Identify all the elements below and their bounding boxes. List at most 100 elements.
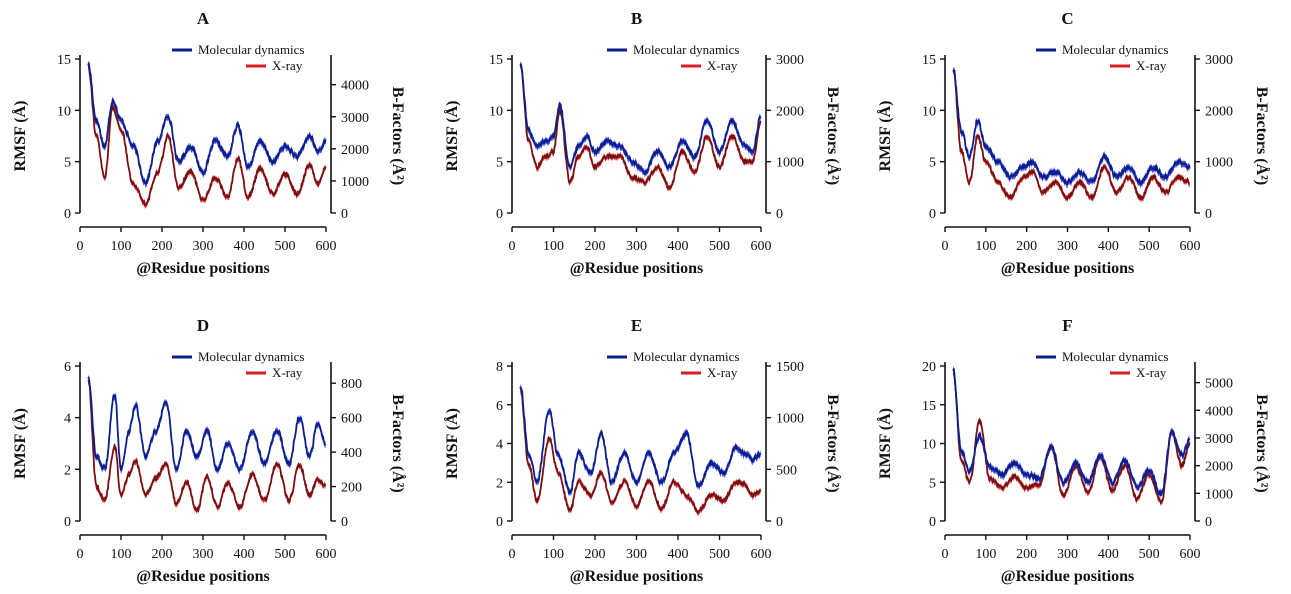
panel-label: D <box>197 316 209 335</box>
left-y-tick-label: 0 <box>64 515 71 530</box>
left-y-tick-label: 15 <box>922 53 936 68</box>
left-y-tick-label: 0 <box>929 515 936 530</box>
left-y-tick-label: 15 <box>57 53 71 68</box>
x-tick-label: 600 <box>1180 239 1201 254</box>
x-tick-label: 0 <box>77 239 84 254</box>
x-tick-label: 400 <box>1098 239 1119 254</box>
panel-a: A 0 5 10 15 0 1000 2000 3000 4000 0 100 200 300 400 500… <box>11 9 407 277</box>
x-tick-label: 200 <box>1016 547 1037 562</box>
x-tick-label: 200 <box>152 239 173 254</box>
left-y-tick-label: 15 <box>922 399 936 414</box>
x-tick-label: 0 <box>77 547 84 562</box>
panel-label: F <box>1062 316 1072 335</box>
x-axis-title: @Residue positions <box>136 568 270 585</box>
legend-md-label: Molecular dynamics <box>198 42 305 57</box>
xray-series-line <box>88 377 325 511</box>
right-y-axis-title: B-Factors (Å²) <box>1253 87 1271 186</box>
x-tick-label: 500 <box>709 547 730 562</box>
right-y-tick-label: 200 <box>341 481 362 496</box>
right-y-tick-label: 5000 <box>1205 377 1233 392</box>
x-axis-title: @Residue positions <box>570 260 704 277</box>
left-y-tick-label: 10 <box>922 104 936 119</box>
left-y-axis-title: RMSF (Å) <box>876 408 894 479</box>
x-tick-label: 0 <box>509 547 516 562</box>
right-y-tick-label: 3000 <box>1205 53 1233 68</box>
x-tick-label: 500 <box>275 239 296 254</box>
left-y-axis-title: RMSF (Å) <box>11 408 29 479</box>
x-axis-title: @Residue positions <box>136 260 270 277</box>
legend-md-label: Molecular dynamics <box>633 42 740 57</box>
right-y-tick-label: 4000 <box>341 79 369 94</box>
left-y-tick-label: 6 <box>496 399 503 414</box>
x-axis-title: @Residue positions <box>570 568 704 585</box>
right-y-tick-label: 1000 <box>776 412 804 427</box>
left-y-tick-label: 5 <box>929 156 936 171</box>
right-y-tick-label: 400 <box>341 446 362 461</box>
x-tick-label: 0 <box>942 547 949 562</box>
panel-e: E024680500100015000 100 200 300 400 500 600@Re… <box>443 316 842 585</box>
x-tick-label: 400 <box>234 547 255 562</box>
left-y-tick-label: 10 <box>922 438 936 453</box>
panel-label: C <box>1061 9 1073 28</box>
left-y-tick-label: 4 <box>496 438 503 453</box>
x-tick-label: 0 <box>942 239 949 254</box>
x-tick-label: 600 <box>316 547 337 562</box>
md-error-band <box>520 384 760 498</box>
x-tick-label: 300 <box>193 239 214 254</box>
legend-xray-label: X-ray <box>707 365 738 380</box>
left-y-axis-title: RMSF (Å) <box>11 101 29 172</box>
x-tick-label: 200 <box>585 547 606 562</box>
x-tick-label: 500 <box>275 547 296 562</box>
panel-b: B05101501000200030000 100 200 300 400 500 600@… <box>443 9 842 277</box>
right-y-axis-title: B-Factors (Å²) <box>389 87 407 186</box>
left-y-tick-label: 0 <box>496 515 503 530</box>
md-series-line <box>88 380 325 471</box>
right-y-tick-label: 3000 <box>1205 432 1233 447</box>
x-tick-label: 600 <box>1180 547 1201 562</box>
legend-xray-label: X-ray <box>1136 58 1167 73</box>
right-y-tick-label: 2000 <box>1205 460 1233 475</box>
md-series-line <box>88 63 325 184</box>
right-y-tick-label: 2000 <box>1205 104 1233 119</box>
x-tick-label: 400 <box>668 239 689 254</box>
x-tick-label: 100 <box>975 547 996 562</box>
x-tick-label: 300 <box>1057 239 1078 254</box>
x-tick-label: 100 <box>111 547 132 562</box>
left-y-tick-label: 15 <box>489 53 503 68</box>
right-y-axis-title: B-Factors (Å²) <box>389 394 407 493</box>
right-y-tick-label: 1000 <box>341 175 369 190</box>
panel-d: D 0 2 4 6 0 200 400 600 800 0 100 200 300 400 500 600 @Re… <box>11 316 407 585</box>
x-tick-label: 200 <box>152 547 173 562</box>
x-tick-label: 0 <box>509 239 516 254</box>
right-y-tick-label: 3000 <box>341 111 369 126</box>
panel-label: E <box>631 316 642 335</box>
x-tick-label: 400 <box>234 239 255 254</box>
left-y-tick-label: 0 <box>929 207 936 222</box>
right-y-axis-title: B-Factors (Å²) <box>1253 394 1271 493</box>
left-y-tick-label: 0 <box>496 207 503 222</box>
x-tick-label: 100 <box>543 239 564 254</box>
right-y-tick-label: 1000 <box>776 156 804 171</box>
legend-xray-label: X-ray <box>272 58 303 73</box>
right-y-tick-label: 0 <box>341 207 348 222</box>
x-tick-label: 500 <box>1139 239 1160 254</box>
x-tick-label: 300 <box>626 547 647 562</box>
right-y-tick-label: 3000 <box>776 53 804 68</box>
panel-c: C 0 5 10 15 0 1000 2000 3000 0 100 200 300 400 500 600 @… <box>876 9 1271 277</box>
right-y-tick-label: 0 <box>341 515 348 530</box>
x-tick-label: 600 <box>751 239 772 254</box>
x-tick-label: 200 <box>1016 239 1037 254</box>
x-tick-label: 200 <box>585 239 606 254</box>
left-y-tick-label: 5 <box>496 156 503 171</box>
left-y-tick-label: 6 <box>64 360 71 375</box>
panel-label: B <box>631 9 642 28</box>
x-tick-label: 500 <box>709 239 730 254</box>
x-axis-title: @Residue positions <box>1001 568 1135 585</box>
legend-xray-label: X-ray <box>272 365 303 380</box>
left-y-axis-title: RMSF (Å) <box>443 408 461 479</box>
left-y-tick-label: 4 <box>64 412 71 427</box>
panel-label: A <box>197 9 210 28</box>
